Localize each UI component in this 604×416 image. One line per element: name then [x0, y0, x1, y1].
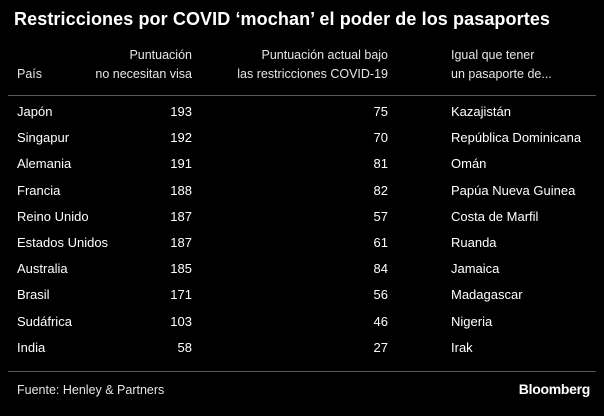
cell-country: Singapur [17, 130, 70, 146]
header-equivalent-passport: Igual que tener un pasaporte de... [451, 48, 552, 81]
cell-equivalent-passport: Papúa Nueva Guinea [451, 182, 576, 198]
cell-covid-score: 56 [373, 287, 388, 303]
table-row: Australia 185 84 Jamaica [0, 256, 604, 282]
cell-covid-score: 46 [373, 313, 388, 329]
table-row: Brasil 171 56 Madagascar [0, 282, 604, 308]
cell-country: Australia [17, 261, 68, 277]
cell-visa-score: 171 [170, 287, 192, 303]
cell-visa-score: 187 [170, 208, 192, 224]
cell-equivalent-passport: Costa de Marfil [451, 208, 539, 224]
cell-visa-score: 191 [170, 156, 192, 172]
cell-equivalent-passport: Madagascar [451, 287, 523, 303]
cell-visa-score: 188 [170, 182, 192, 198]
cell-visa-score: 192 [170, 130, 192, 146]
chart-title: Restricciones por COVID ‘mochan’ el pode… [14, 9, 551, 29]
cell-covid-score: 57 [373, 208, 388, 224]
table-row: Reino Unido 187 57 Costa de Marfil [0, 204, 604, 230]
cell-visa-score: 187 [170, 234, 192, 250]
cell-country: Francia [17, 182, 61, 198]
cell-country: India [17, 339, 46, 355]
cell-country: Estados Unidos [17, 234, 109, 250]
bloomberg-logo: Bloomberg [518, 381, 591, 397]
footer-divider [8, 371, 596, 372]
cell-visa-score: 103 [170, 313, 192, 329]
cell-covid-score: 27 [373, 339, 388, 355]
cell-equivalent-passport: Nigeria [451, 313, 493, 329]
cell-equivalent-passport: Omán [451, 156, 487, 172]
cell-country: Alemania [17, 156, 72, 172]
header-covid-score: Puntuación actual bajo las restricciones… [237, 48, 388, 81]
cell-equivalent-passport: Irak [451, 339, 473, 355]
cell-covid-score: 75 [373, 104, 388, 119]
cell-covid-score: 61 [373, 234, 388, 250]
table-row: Estados Unidos 187 61 Ruanda [0, 230, 604, 256]
cell-equivalent-passport: República Dominicana [451, 130, 582, 146]
table-row: Singapur 192 70 República Dominicana [0, 125, 604, 151]
header-divider [8, 95, 596, 96]
cell-equivalent-passport: Ruanda [451, 234, 497, 250]
table-row: Sudáfrica 103 46 Nigeria [0, 309, 604, 335]
source-note: Fuente: Henley & Partners [17, 383, 165, 397]
table-row: Alemania 191 81 Omán [0, 151, 604, 177]
cell-country: Reino Unido [17, 208, 89, 224]
header-country: País [17, 67, 43, 81]
cell-covid-score: 81 [373, 156, 388, 172]
table-row: Japón 193 75 Kazajistán [0, 99, 604, 125]
table-body: Japón 193 75 Kazajistán Singapur 192 70 Repúbli… [0, 99, 604, 361]
cell-covid-score: 82 [373, 182, 388, 198]
cell-covid-score: 70 [373, 130, 388, 146]
cell-equivalent-passport: Jamaica [451, 261, 500, 277]
cell-country: Sudáfrica [17, 313, 72, 329]
cell-visa-score: 185 [170, 261, 192, 277]
cell-covid-score: 84 [373, 261, 388, 277]
cell-equivalent-passport: Kazajistán [451, 104, 511, 119]
header-visa-score: Puntuación no necesitan visa [95, 48, 192, 81]
table-row: Francia 188 82 Papúa Nueva Guinea [0, 178, 604, 204]
cell-country: Brasil [17, 287, 50, 303]
table-row: India 58 27 Irak [0, 335, 604, 361]
cell-country: Japón [17, 104, 53, 119]
cell-visa-score: 58 [177, 339, 192, 355]
cell-visa-score: 193 [170, 104, 192, 119]
